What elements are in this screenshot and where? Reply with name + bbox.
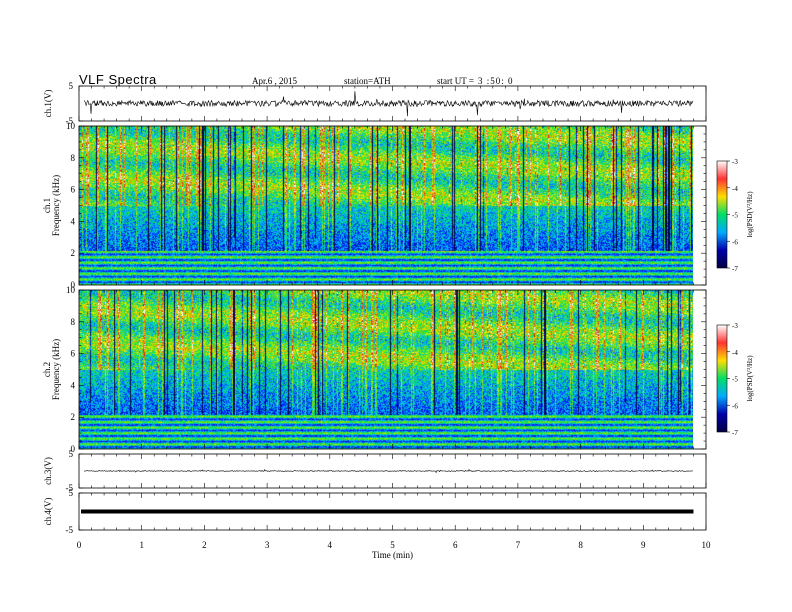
y-tick-label: -5 <box>66 525 74 535</box>
y-tick-label: 8 <box>71 317 76 327</box>
colorbar-tick-label: -4 <box>732 185 738 193</box>
ch2-spectrogram-image <box>79 290 693 449</box>
colorbar-tick-label: -3 <box>732 158 738 166</box>
colorbar-label: log(PSD(V²/Hz) <box>746 191 754 238</box>
channel-label: ch.1 <box>42 198 52 213</box>
colorbar-tick-label: -3 <box>732 322 738 330</box>
x-tick-label: 10 <box>702 540 712 550</box>
colorbar-tick-label: -5 <box>732 376 738 384</box>
y-tick-label: 0 <box>71 280 76 290</box>
y-tick-label: 6 <box>71 185 76 195</box>
y-tick-label: 4 <box>71 216 76 226</box>
colorbar-tick-label: -6 <box>732 238 738 246</box>
y-tick-label: 10 <box>66 121 76 131</box>
colorbar-tick-label: -7 <box>732 429 738 437</box>
channel-label: ch.2 <box>42 362 52 377</box>
colorbar-label: log(PSD(V²/Hz) <box>746 355 754 402</box>
x-tick-label: 4 <box>328 540 333 550</box>
x-axis-label: Time (min) <box>372 550 413 560</box>
y-tick-label: 5 <box>69 449 74 459</box>
x-tick-label: 5 <box>390 540 395 550</box>
y-tick-label: 10 <box>66 285 76 295</box>
colorbar-tick-label: -6 <box>732 402 738 410</box>
ch4-waveform-trace <box>81 509 694 514</box>
y-tick-label: 0 <box>71 444 76 454</box>
y-tick-label: 2 <box>71 248 76 258</box>
x-tick-label: 0 <box>77 540 82 550</box>
x-tick-label: 3 <box>265 540 270 550</box>
waveform-axis-label: ch.4(V) <box>43 498 53 526</box>
waveform-axis-label: ch.3(V) <box>43 457 53 485</box>
x-tick-label: 7 <box>516 540 521 550</box>
x-tick-label: 6 <box>453 540 458 550</box>
y-tick-label: -5 <box>66 483 74 493</box>
colorbar-tick-label: -5 <box>732 212 738 220</box>
ch1-waveform-trace <box>83 91 694 117</box>
figure-title: VLF Spectra <box>79 72 157 87</box>
frequency-axis-label: Frequency (kHz) <box>51 339 61 400</box>
x-tick-label: 9 <box>641 540 646 550</box>
y-tick-label: 2 <box>71 412 76 422</box>
station-label: station=ATH <box>344 76 391 86</box>
ch3-waveform-trace <box>83 468 694 474</box>
y-tick-label: 5 <box>69 81 74 91</box>
date-label: Apr.6 , 2015 <box>252 76 297 86</box>
x-tick-label: 8 <box>578 540 583 550</box>
ch1-colorbar <box>716 160 728 269</box>
ch2-colorbar <box>716 324 728 433</box>
colorbar-tick-label: -7 <box>732 265 738 273</box>
y-tick-label: 5 <box>69 488 74 498</box>
panel-frame-1 <box>78 85 707 122</box>
colorbar-tick-label: -4 <box>732 349 738 357</box>
x-tick-label: 2 <box>202 540 207 550</box>
y-tick-label: 8 <box>71 153 76 163</box>
y-tick-label: 6 <box>71 349 76 359</box>
y-tick-label: 4 <box>71 380 76 390</box>
y-tick-label: -5 <box>66 116 74 126</box>
x-tick-label: 1 <box>139 540 144 550</box>
waveform-axis-label: ch.1(V) <box>43 90 53 118</box>
ch1-spectrogram-image <box>79 126 693 285</box>
frequency-axis-label: Frequency (kHz) <box>51 175 61 236</box>
start-time-label: start UT = <box>437 76 474 86</box>
start-time-value: 3 :50: 0 <box>478 76 514 86</box>
